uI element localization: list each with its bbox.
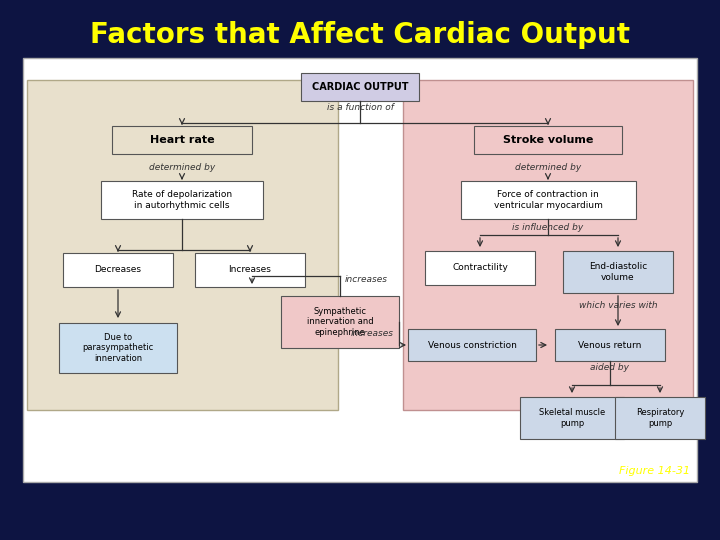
Bar xyxy=(112,126,252,154)
Text: CARDIAC OUTPUT: CARDIAC OUTPUT xyxy=(312,82,408,92)
Text: Decreases: Decreases xyxy=(94,266,142,274)
Bar xyxy=(301,73,419,101)
Text: aided by: aided by xyxy=(590,363,629,373)
Text: End-diastolic
volume: End-diastolic volume xyxy=(589,262,647,282)
Text: is influenced by: is influenced by xyxy=(513,224,584,233)
Bar xyxy=(615,397,705,439)
Text: Respiratory
pump: Respiratory pump xyxy=(636,408,684,428)
Text: determined by: determined by xyxy=(149,164,215,172)
Text: Factors that Affect Cardiac Output: Factors that Affect Cardiac Output xyxy=(90,21,630,49)
Bar xyxy=(195,253,305,287)
Text: Increases: Increases xyxy=(228,266,271,274)
Bar xyxy=(403,80,693,410)
Text: which varies with: which varies with xyxy=(579,301,657,310)
Text: Rate of depolarization
in autorhythmic cells: Rate of depolarization in autorhythmic c… xyxy=(132,190,232,210)
Text: Heart rate: Heart rate xyxy=(150,135,215,145)
Bar xyxy=(461,181,636,219)
Bar xyxy=(59,323,177,373)
Bar xyxy=(101,181,263,219)
Bar xyxy=(281,296,399,348)
Text: Skeletal muscle
pump: Skeletal muscle pump xyxy=(539,408,605,428)
Bar xyxy=(23,58,697,482)
Text: Venous return: Venous return xyxy=(578,341,642,349)
Text: determined by: determined by xyxy=(515,164,581,172)
Bar xyxy=(408,329,536,361)
Text: Contractility: Contractility xyxy=(452,264,508,273)
Text: Figure 14-31: Figure 14-31 xyxy=(619,466,690,476)
Bar xyxy=(520,397,624,439)
Text: Stroke volume: Stroke volume xyxy=(503,135,593,145)
Bar xyxy=(555,329,665,361)
Text: Due to
parasympathetic
innervation: Due to parasympathetic innervation xyxy=(82,333,153,363)
Text: Force of contraction in
ventricular myocardium: Force of contraction in ventricular myoc… xyxy=(494,190,603,210)
Text: Venous constriction: Venous constriction xyxy=(428,341,516,349)
Text: increases: increases xyxy=(351,328,394,338)
Bar xyxy=(563,251,673,293)
Bar xyxy=(474,126,622,154)
Text: is a function of: is a function of xyxy=(327,104,393,112)
Bar xyxy=(27,80,338,410)
Bar xyxy=(63,253,173,287)
Text: Sympathetic
innervation and
epinephrine: Sympathetic innervation and epinephrine xyxy=(307,307,373,337)
Text: increases: increases xyxy=(344,275,387,285)
Bar xyxy=(425,251,535,285)
